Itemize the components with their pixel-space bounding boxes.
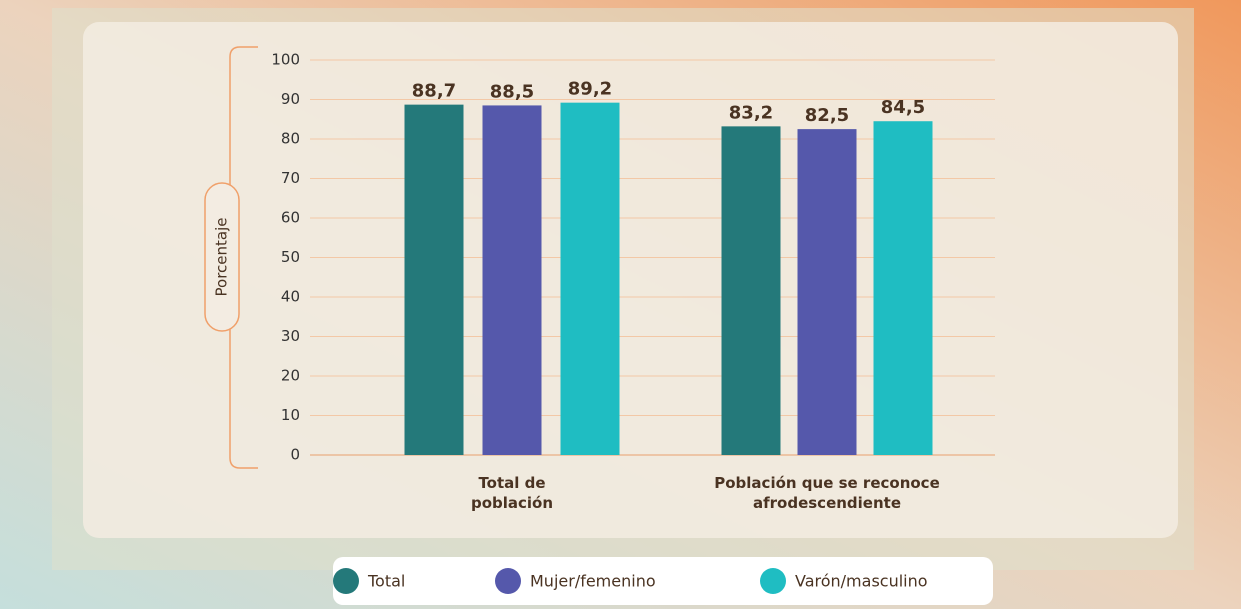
y-tick-label: 60 bbox=[281, 209, 300, 227]
value-label: 82,5 bbox=[805, 105, 849, 126]
value-label: 83,2 bbox=[729, 102, 773, 123]
bar bbox=[797, 129, 857, 455]
legend-swatch bbox=[760, 568, 786, 594]
bar bbox=[404, 104, 464, 455]
y-tick-label: 0 bbox=[290, 446, 300, 464]
bar bbox=[721, 126, 781, 456]
y-tick-label: 40 bbox=[281, 288, 300, 306]
bar bbox=[873, 121, 933, 455]
y-tick-label: 80 bbox=[281, 130, 300, 148]
value-label: 88,7 bbox=[412, 81, 456, 102]
y-tick-label: 30 bbox=[281, 327, 300, 345]
value-label: 88,5 bbox=[490, 81, 534, 102]
x-tick-label: Población que se reconoce afrodescendien… bbox=[714, 474, 940, 512]
x-tick-label: Total de población bbox=[470, 474, 554, 512]
y-tick-label: 10 bbox=[281, 406, 300, 424]
legend-swatch bbox=[495, 568, 521, 594]
bar bbox=[560, 102, 620, 455]
y-tick-label: 20 bbox=[281, 367, 300, 385]
legend-swatch bbox=[333, 568, 359, 594]
y-tick-label: 100 bbox=[271, 51, 300, 69]
y-tick-label: 50 bbox=[281, 248, 300, 266]
legend-box bbox=[333, 557, 993, 605]
value-label: 89,2 bbox=[568, 79, 612, 100]
legend-label: Mujer/femenino bbox=[530, 572, 656, 591]
value-label: 84,5 bbox=[881, 97, 925, 118]
bar bbox=[482, 105, 542, 456]
y-label-pill bbox=[204, 182, 240, 332]
y-tick-label: 90 bbox=[281, 90, 300, 108]
y-axis-label: Porcentaje bbox=[213, 218, 231, 297]
legend-label: Total bbox=[367, 572, 405, 591]
y-tick-label: 70 bbox=[281, 169, 300, 187]
legend-label: Varón/masculino bbox=[795, 572, 928, 591]
